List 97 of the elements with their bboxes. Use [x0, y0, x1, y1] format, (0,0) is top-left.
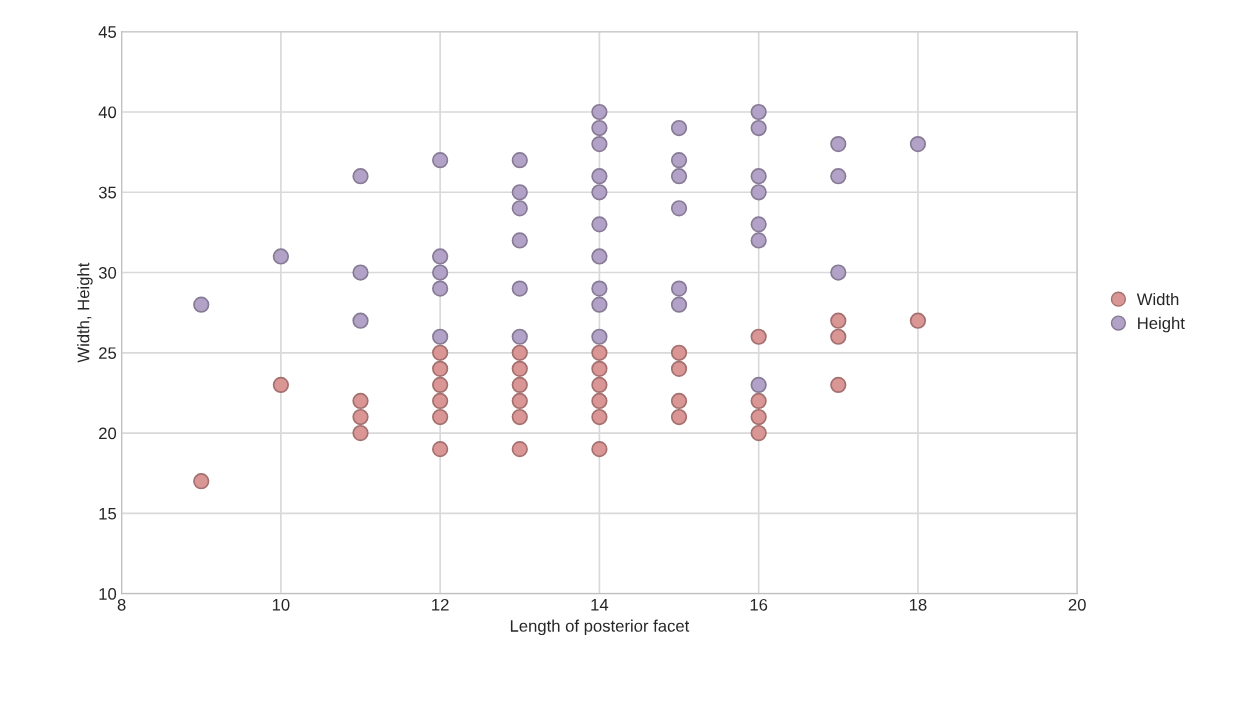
legend-label: Height: [1138, 316, 1185, 333]
y-tick-label: 35: [98, 186, 117, 199]
point: [830, 328, 847, 345]
point: [750, 184, 767, 201]
point: [830, 168, 847, 185]
point: [591, 344, 608, 361]
x-tick-label: 12: [432, 598, 449, 611]
point: [432, 392, 449, 410]
point: [193, 473, 210, 490]
point: [670, 200, 688, 217]
point: [591, 392, 608, 410]
point: [670, 408, 688, 426]
point: [591, 103, 608, 121]
point: [432, 152, 449, 169]
y-tick-label: 40: [98, 106, 117, 119]
point: [750, 392, 767, 410]
point: [591, 248, 608, 265]
point: [591, 168, 608, 185]
point: [432, 280, 449, 297]
point: [750, 168, 767, 185]
point: [193, 296, 210, 313]
point: [591, 376, 608, 394]
point: [352, 424, 369, 442]
point: [511, 328, 528, 345]
point: [511, 441, 528, 458]
point: [750, 376, 767, 394]
point: [432, 264, 449, 281]
point: [830, 264, 847, 281]
y-tick-label: 30: [98, 266, 117, 279]
point: [272, 376, 289, 394]
point: [909, 135, 927, 153]
point: [830, 135, 847, 153]
point: [750, 103, 767, 121]
point: [670, 152, 688, 169]
point: [352, 408, 369, 426]
point: [511, 376, 528, 394]
point: [511, 200, 528, 217]
point: [511, 232, 528, 249]
point: [750, 232, 767, 249]
y-tick-label: 45: [98, 26, 117, 38]
x-tick-label: 16: [750, 598, 768, 611]
point: [591, 135, 608, 153]
point: [432, 408, 449, 426]
x-axis-title: Length of posterior facet: [510, 619, 690, 636]
point: [750, 216, 767, 233]
point: [670, 280, 688, 297]
point: [432, 376, 449, 394]
point: [909, 312, 927, 329]
point: [591, 296, 608, 313]
point: [591, 360, 608, 377]
point: [670, 344, 688, 361]
point: [511, 280, 528, 297]
point: [511, 408, 528, 426]
point: [352, 168, 369, 185]
point: [432, 344, 449, 361]
point: [591, 184, 608, 201]
point: [750, 328, 767, 345]
x-tick-label: 14: [591, 599, 609, 611]
point: [432, 441, 449, 458]
point: [511, 152, 528, 169]
point: [591, 216, 608, 233]
y-tick-label: 15: [99, 507, 117, 520]
point: [272, 248, 289, 265]
point: [511, 360, 528, 377]
y-tick-label: 25: [99, 347, 117, 360]
point: [352, 312, 369, 329]
point: [511, 392, 528, 410]
point: [670, 360, 688, 377]
y-tick-label: 10: [99, 588, 117, 600]
point: [511, 184, 528, 201]
point: [830, 312, 847, 329]
legend-label: Width: [1136, 292, 1179, 306]
point: [432, 360, 449, 377]
point: [591, 328, 608, 345]
point: [591, 441, 608, 458]
point: [432, 328, 449, 345]
point: [670, 392, 688, 410]
point: [830, 376, 847, 394]
point: [670, 296, 688, 313]
point: [352, 392, 369, 410]
point: [750, 424, 767, 442]
y-tick-label: 20: [99, 427, 117, 440]
point: [591, 119, 608, 137]
point: [670, 119, 688, 137]
x-tick-label: 8: [117, 598, 126, 611]
point: [750, 119, 767, 137]
point: [511, 344, 528, 361]
point: [432, 248, 449, 265]
point: [750, 408, 767, 426]
point: [670, 168, 688, 185]
point: [352, 264, 369, 281]
y-axis-title: Width, Height: [77, 262, 93, 363]
x-tick-label: 10: [272, 598, 290, 611]
x-tick-label: 18: [909, 598, 927, 611]
point: [591, 408, 608, 426]
point: [591, 280, 608, 297]
x-tick-label: 20: [1068, 598, 1086, 611]
